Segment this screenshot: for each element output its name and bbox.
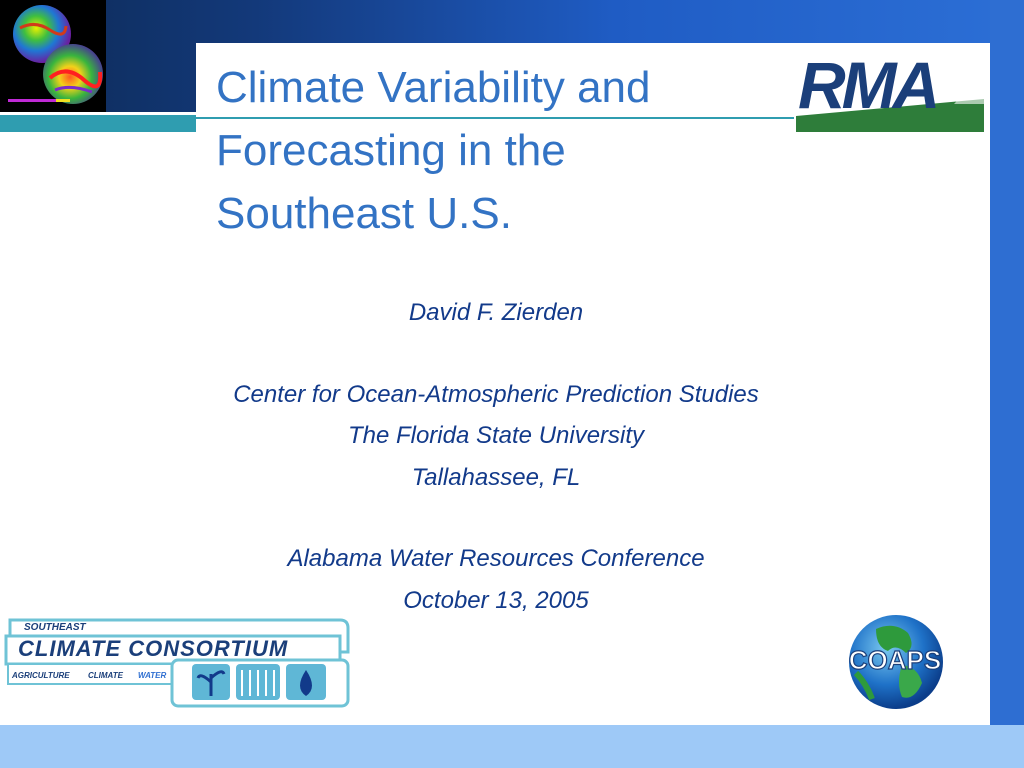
rma-logo-text: RMA	[798, 48, 936, 122]
earth-globe-icon	[8, 5, 103, 104]
slide-content-area	[196, 43, 990, 725]
sec-line-climate: CLIMATE	[88, 671, 124, 680]
event-date: October 13, 2005	[403, 587, 589, 614]
sec-line-southeast: SOUTHEAST	[24, 622, 87, 633]
sec-line-consortium: CLIMATE CONSORTIUM	[18, 636, 288, 661]
affiliation-center: Center for Ocean-Atmospheric Prediction …	[233, 381, 759, 408]
rma-logo-icon: RMA	[796, 48, 984, 132]
right-accent-bar	[990, 0, 1024, 750]
coaps-globe-icon: COAPS	[848, 615, 943, 709]
sec-line-water: WATER	[138, 671, 167, 680]
title-line: Climate Variability and	[216, 63, 651, 112]
teal-accent-line	[196, 117, 794, 119]
slide-title: Climate Variability and Forecasting in t…	[216, 56, 776, 245]
affiliation-city: Tallahassee, FL	[411, 464, 581, 491]
title-line: Southeast U.S.	[216, 189, 512, 238]
southeast-climate-consortium-logo: SOUTHEAST CLIMATE CONSORTIUM AGRICULTURE…	[4, 612, 350, 708]
coaps-logo: COAPS	[836, 613, 954, 711]
event-name: Alabama Water Resources Conference	[287, 545, 705, 572]
sec-line-agriculture: AGRICULTURE	[11, 671, 70, 680]
water-drop-icon	[300, 670, 312, 696]
affiliation-university: The Florida State University	[347, 422, 645, 449]
coaps-logo-text: COAPS	[849, 645, 941, 675]
globe-images	[0, 0, 106, 112]
title-line: Forecasting in the	[216, 126, 566, 175]
author-name: David F. Zierden	[408, 299, 584, 326]
plant-icon	[196, 670, 226, 696]
footer-band	[0, 725, 1024, 768]
rma-logo: RMA	[794, 44, 987, 134]
sec-logo-icon: SOUTHEAST CLIMATE CONSORTIUM AGRICULTURE…	[4, 618, 350, 708]
rain-icon	[241, 670, 275, 696]
teal-accent-block	[0, 115, 196, 132]
